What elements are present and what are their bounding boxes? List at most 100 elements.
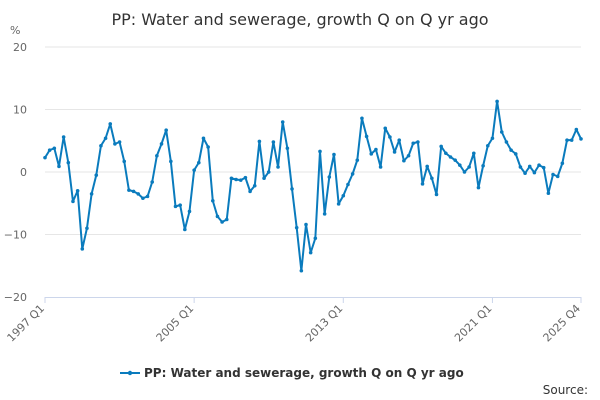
data-point[interactable] <box>294 225 299 230</box>
data-point[interactable] <box>187 209 192 214</box>
data-point[interactable] <box>145 194 150 199</box>
data-point[interactable] <box>425 164 429 169</box>
data-point[interactable] <box>532 170 537 175</box>
data-point[interactable] <box>224 217 229 222</box>
data-point[interactable] <box>513 152 518 156</box>
data-point[interactable] <box>467 165 471 169</box>
data-point[interactable] <box>322 212 327 216</box>
data-point[interactable] <box>141 196 145 201</box>
data-point[interactable] <box>518 165 523 169</box>
data-point[interactable] <box>569 138 574 142</box>
data-point[interactable] <box>66 160 71 165</box>
data-point[interactable] <box>94 173 99 177</box>
data-point[interactable] <box>89 192 94 196</box>
data-point[interactable] <box>485 143 490 148</box>
data-point[interactable] <box>280 120 285 124</box>
data-point[interactable] <box>80 247 85 251</box>
data-point[interactable] <box>71 199 75 204</box>
data-point[interactable] <box>551 172 555 177</box>
data-point[interactable] <box>565 138 569 142</box>
data-point[interactable] <box>75 188 80 193</box>
data-point[interactable] <box>318 149 322 154</box>
data-point[interactable] <box>527 164 532 169</box>
data-point[interactable] <box>215 214 220 219</box>
data-point[interactable] <box>229 176 234 181</box>
data-point[interactable] <box>560 161 565 166</box>
data-point[interactable] <box>47 148 52 152</box>
data-point[interactable] <box>388 135 392 139</box>
data-point[interactable] <box>490 136 495 141</box>
data-point[interactable] <box>243 175 248 180</box>
data-point[interactable] <box>197 160 201 165</box>
data-point[interactable] <box>271 140 276 144</box>
data-point[interactable] <box>495 99 499 104</box>
data-point[interactable] <box>285 146 290 151</box>
data-point[interactable] <box>238 178 243 182</box>
data-point[interactable] <box>448 155 453 159</box>
data-point[interactable] <box>444 151 448 156</box>
data-point[interactable] <box>252 183 257 188</box>
data-point[interactable] <box>574 127 579 132</box>
data-point[interactable] <box>169 159 173 164</box>
data-point[interactable] <box>266 170 271 174</box>
data-point[interactable] <box>555 174 560 179</box>
data-point[interactable] <box>155 153 159 158</box>
data-point[interactable] <box>127 188 131 192</box>
data-point[interactable] <box>210 198 215 203</box>
data-point[interactable] <box>411 141 416 146</box>
data-point[interactable] <box>52 146 57 151</box>
data-point[interactable] <box>546 191 551 196</box>
data-point[interactable] <box>374 147 378 152</box>
data-point[interactable] <box>476 185 481 190</box>
data-point[interactable] <box>173 204 178 209</box>
data-point[interactable] <box>136 192 141 196</box>
data-point[interactable] <box>462 170 467 174</box>
data-point[interactable] <box>420 182 425 186</box>
data-point[interactable] <box>579 137 583 141</box>
data-point[interactable] <box>523 171 527 176</box>
data-point[interactable] <box>262 176 266 181</box>
data-point[interactable] <box>313 236 318 241</box>
data-point[interactable] <box>164 128 168 132</box>
data-point[interactable] <box>406 153 411 158</box>
data-point[interactable] <box>499 130 504 134</box>
data-point[interactable] <box>392 150 397 154</box>
data-point[interactable] <box>257 139 262 144</box>
data-point[interactable] <box>113 142 117 146</box>
data-point[interactable] <box>57 164 61 169</box>
data-point[interactable] <box>43 155 47 160</box>
data-point[interactable] <box>290 187 294 191</box>
data-point[interactable] <box>201 136 206 141</box>
data-point[interactable] <box>346 182 350 187</box>
data-point[interactable] <box>206 145 210 149</box>
data-point[interactable] <box>178 203 182 207</box>
data-point[interactable] <box>355 158 360 162</box>
data-point[interactable] <box>453 158 457 162</box>
data-point[interactable] <box>159 142 164 146</box>
data-point[interactable] <box>378 165 383 169</box>
data-point[interactable] <box>304 222 308 227</box>
data-point[interactable] <box>192 168 196 172</box>
data-point[interactable] <box>234 177 238 182</box>
data-point[interactable] <box>504 140 509 144</box>
data-point[interactable] <box>131 189 136 194</box>
data-point[interactable] <box>117 140 122 144</box>
data-point[interactable] <box>402 158 406 163</box>
data-point[interactable] <box>150 180 154 184</box>
data-point[interactable] <box>369 152 374 156</box>
data-point[interactable] <box>220 220 224 224</box>
data-point[interactable] <box>360 116 364 121</box>
data-point[interactable] <box>537 163 541 167</box>
legend[interactable]: PP: Water and sewerage, growth Q on Q yr… <box>120 366 464 380</box>
data-point[interactable] <box>332 152 336 157</box>
data-point[interactable] <box>364 134 369 139</box>
data-point[interactable] <box>61 135 66 139</box>
data-point[interactable] <box>416 140 420 144</box>
data-point[interactable] <box>509 148 513 152</box>
data-point[interactable] <box>122 159 127 164</box>
data-point[interactable] <box>308 250 313 255</box>
data-point[interactable] <box>341 193 346 198</box>
data-point[interactable] <box>383 126 388 131</box>
data-point[interactable] <box>439 144 443 149</box>
data-point[interactable] <box>85 226 89 231</box>
